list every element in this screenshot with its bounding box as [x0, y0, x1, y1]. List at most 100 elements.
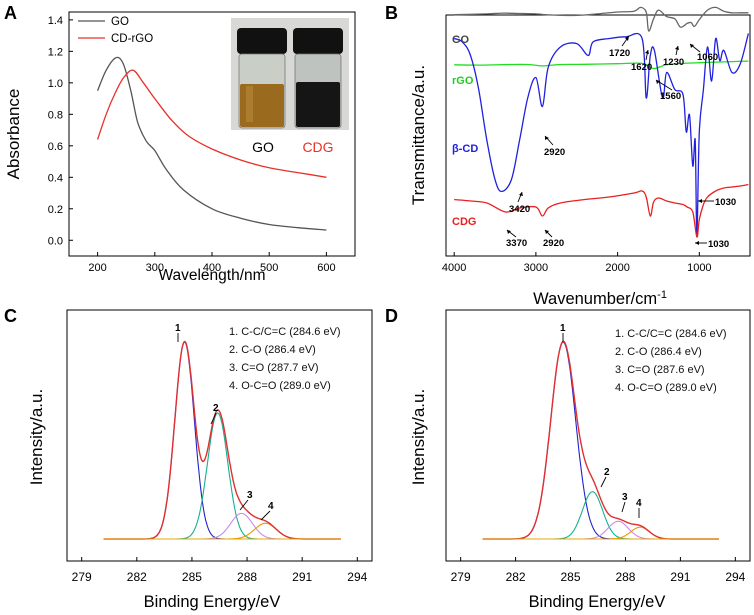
arrowhead-3420 [519, 192, 523, 196]
panel-a-y-tick-label-6: 1.2 [48, 46, 63, 58]
panel-c-peak-4-curve [103, 522, 341, 540]
legend-d-item-4: 4. O-C=O (289.0 eV) [615, 382, 717, 394]
legend-d-item-2: 2. C-O (286.4 eV) [615, 346, 702, 358]
series-beta-cd-line [453, 32, 750, 235]
peak-c-arrow-3 [239, 499, 249, 511]
vial-go-highlight [246, 86, 253, 122]
vials-photo [231, 18, 349, 130]
series-cd-rgo-line [96, 69, 327, 178]
panel-c-x-tick-label-288: 288 [237, 570, 257, 584]
arrowhead-1620 [645, 50, 649, 54]
panel-c-x-axis-label: Binding Energy/eV [144, 593, 281, 611]
annot-3370: 3370 [506, 238, 527, 249]
vial-cdg-liquid [296, 82, 340, 127]
panel-d-series [482, 340, 719, 540]
panel-b-series [453, 6, 750, 238]
panel-d-x-tick-label-288: 288 [615, 570, 635, 584]
panel-d-peak-labels: 1 2 3 4 [560, 323, 642, 509]
panel-a-x-ticks: 200 300 400 500 600 [88, 252, 336, 274]
panel-a-x-tick-label-600: 600 [317, 262, 335, 274]
panel-b-x-tick-label-3000: 3000 [524, 262, 548, 274]
legend-c-item-2: 2. C-O (286.4 eV) [229, 344, 316, 356]
panel-c-label: C [4, 306, 17, 326]
series-go-line [454, 6, 749, 32]
label-rgo: rGO [452, 75, 474, 87]
panel-b-label: B [385, 3, 398, 23]
arrowhead-1030-bcd [698, 199, 702, 203]
panel-b-x-tick-label-1000: 1000 [687, 262, 711, 274]
panel-b-x-ticks: 4000 3000 2000 1000 [442, 252, 712, 274]
panel-c-x-tick-label-285: 285 [182, 570, 202, 584]
legend-label-go: GO [111, 16, 129, 28]
panel-d: D 279 282 285 288 291 294 1. C-C/C=C (284.6 e… [385, 306, 751, 611]
panel-a-x-axis-label: Wavelength/nm [158, 267, 265, 284]
annot-1620: 1620 [631, 62, 652, 73]
arrowhead-1720 [625, 36, 629, 41]
peak-d-arrow-3 [621, 501, 626, 513]
panel-a-y-tick-label-2: 0.4 [48, 172, 63, 184]
panel-b-arrowheads [507, 36, 702, 245]
panel-a-series [96, 56, 327, 231]
panel-d-x-tick-label-294: 294 [725, 570, 745, 584]
panel-a-y-tick-label-4: 0.8 [48, 109, 63, 121]
panel-a-y-tick-label-7: 1.4 [48, 15, 63, 27]
legend-c-item-4: 4. O-C=O (289.0 eV) [229, 380, 331, 392]
legend-c-item-1: 1. C-C/C=C (284.6 eV) [229, 326, 341, 338]
arrowhead-2920-cdg [545, 230, 549, 234]
annot-1060: 1060 [697, 52, 718, 63]
arrowhead-1230 [675, 46, 679, 50]
vial-cdg-cap [293, 28, 343, 54]
panel-d-x-axis-label: Binding Energy/eV [529, 593, 666, 611]
peak-c-label-2: 2 [213, 403, 219, 414]
panel-d-x-tick-label-279: 279 [451, 570, 471, 584]
panel-a-label: A [4, 3, 17, 23]
panel-d-peak-arrows [562, 333, 640, 518]
arrowhead-1560 [656, 80, 660, 84]
annot-3420: 3420 [509, 204, 530, 215]
peak-c-arrow-2 [210, 412, 217, 425]
annot-2920-cdg: 2920 [543, 238, 564, 249]
peak-d-label-2: 2 [604, 467, 610, 478]
legend-c-item-3: 3. C=O (287.7 eV) [229, 362, 319, 374]
panel-c: C 279 282 285 288 291 294 1. C-C/C=C (284.6 e… [4, 306, 373, 611]
inset-label-cdg: CDG [302, 139, 333, 155]
series-go-line [96, 56, 327, 231]
panel-a: A 0.0 0.2 0.4 0.6 0.8 1.0 1.2 1.4 200 300 400 500 6… [4, 3, 356, 284]
series-cdg-line [454, 183, 749, 238]
panel-b-x-tick-label-2000: 2000 [605, 262, 629, 274]
panel-b-y-axis-label: Transmittance/a.u. [409, 65, 428, 205]
panel-c-peak-arrows [177, 333, 271, 521]
annot-1560: 1560 [660, 91, 681, 102]
panel-a-x-tick-label-200: 200 [88, 262, 106, 274]
peak-d-arrow-2 [600, 476, 607, 488]
panel-c-x-tick-label-279: 279 [72, 570, 92, 584]
panel-a-x-tick-label-400: 400 [203, 262, 221, 274]
panel-d-legend: 1. C-C/C=C (284.6 eV) 2. C-O (286.4 eV) … [615, 328, 727, 394]
peak-c-label-1: 1 [175, 323, 181, 334]
panel-c-x-tick-label-291: 291 [292, 570, 312, 584]
arrowhead-1060 [690, 44, 694, 48]
panel-c-x-tick-label-282: 282 [127, 570, 147, 584]
series-rgo-line [454, 60, 749, 70]
panel-d-x-tick-label-285: 285 [561, 570, 581, 584]
label-go: GO [452, 34, 470, 46]
annot-1030-bcd: 1030 [715, 197, 736, 208]
panel-c-x-ticks: 279 282 285 288 291 294 [72, 557, 368, 584]
legend-label-cd-rgo: CD-rGO [111, 33, 153, 45]
inset-label-go: GO [252, 139, 274, 155]
arrowhead-2920-bcd [545, 136, 549, 140]
peak-d-label-1: 1 [560, 323, 566, 334]
label-cdg: CDG [452, 216, 476, 228]
panel-c-x-tick-label-294: 294 [347, 570, 367, 584]
peak-c-label-4: 4 [268, 501, 274, 512]
panel-b-axes-frame [445, 14, 751, 257]
panel-a-y-tick-label-3: 0.6 [48, 141, 63, 153]
panel-a-y-tick-label-1: 0.2 [48, 204, 63, 216]
panel-c-axes-frame [66, 309, 373, 562]
annot-1030-cdg: 1030 [708, 239, 729, 250]
panel-c-legend: 1. C-C/C=C (284.6 eV) 2. C-O (286.4 eV) … [229, 326, 341, 392]
panel-d-x-tick-label-291: 291 [670, 570, 690, 584]
peak-c-label-3: 3 [247, 490, 253, 501]
label-beta-cd: β-CD [452, 143, 478, 155]
